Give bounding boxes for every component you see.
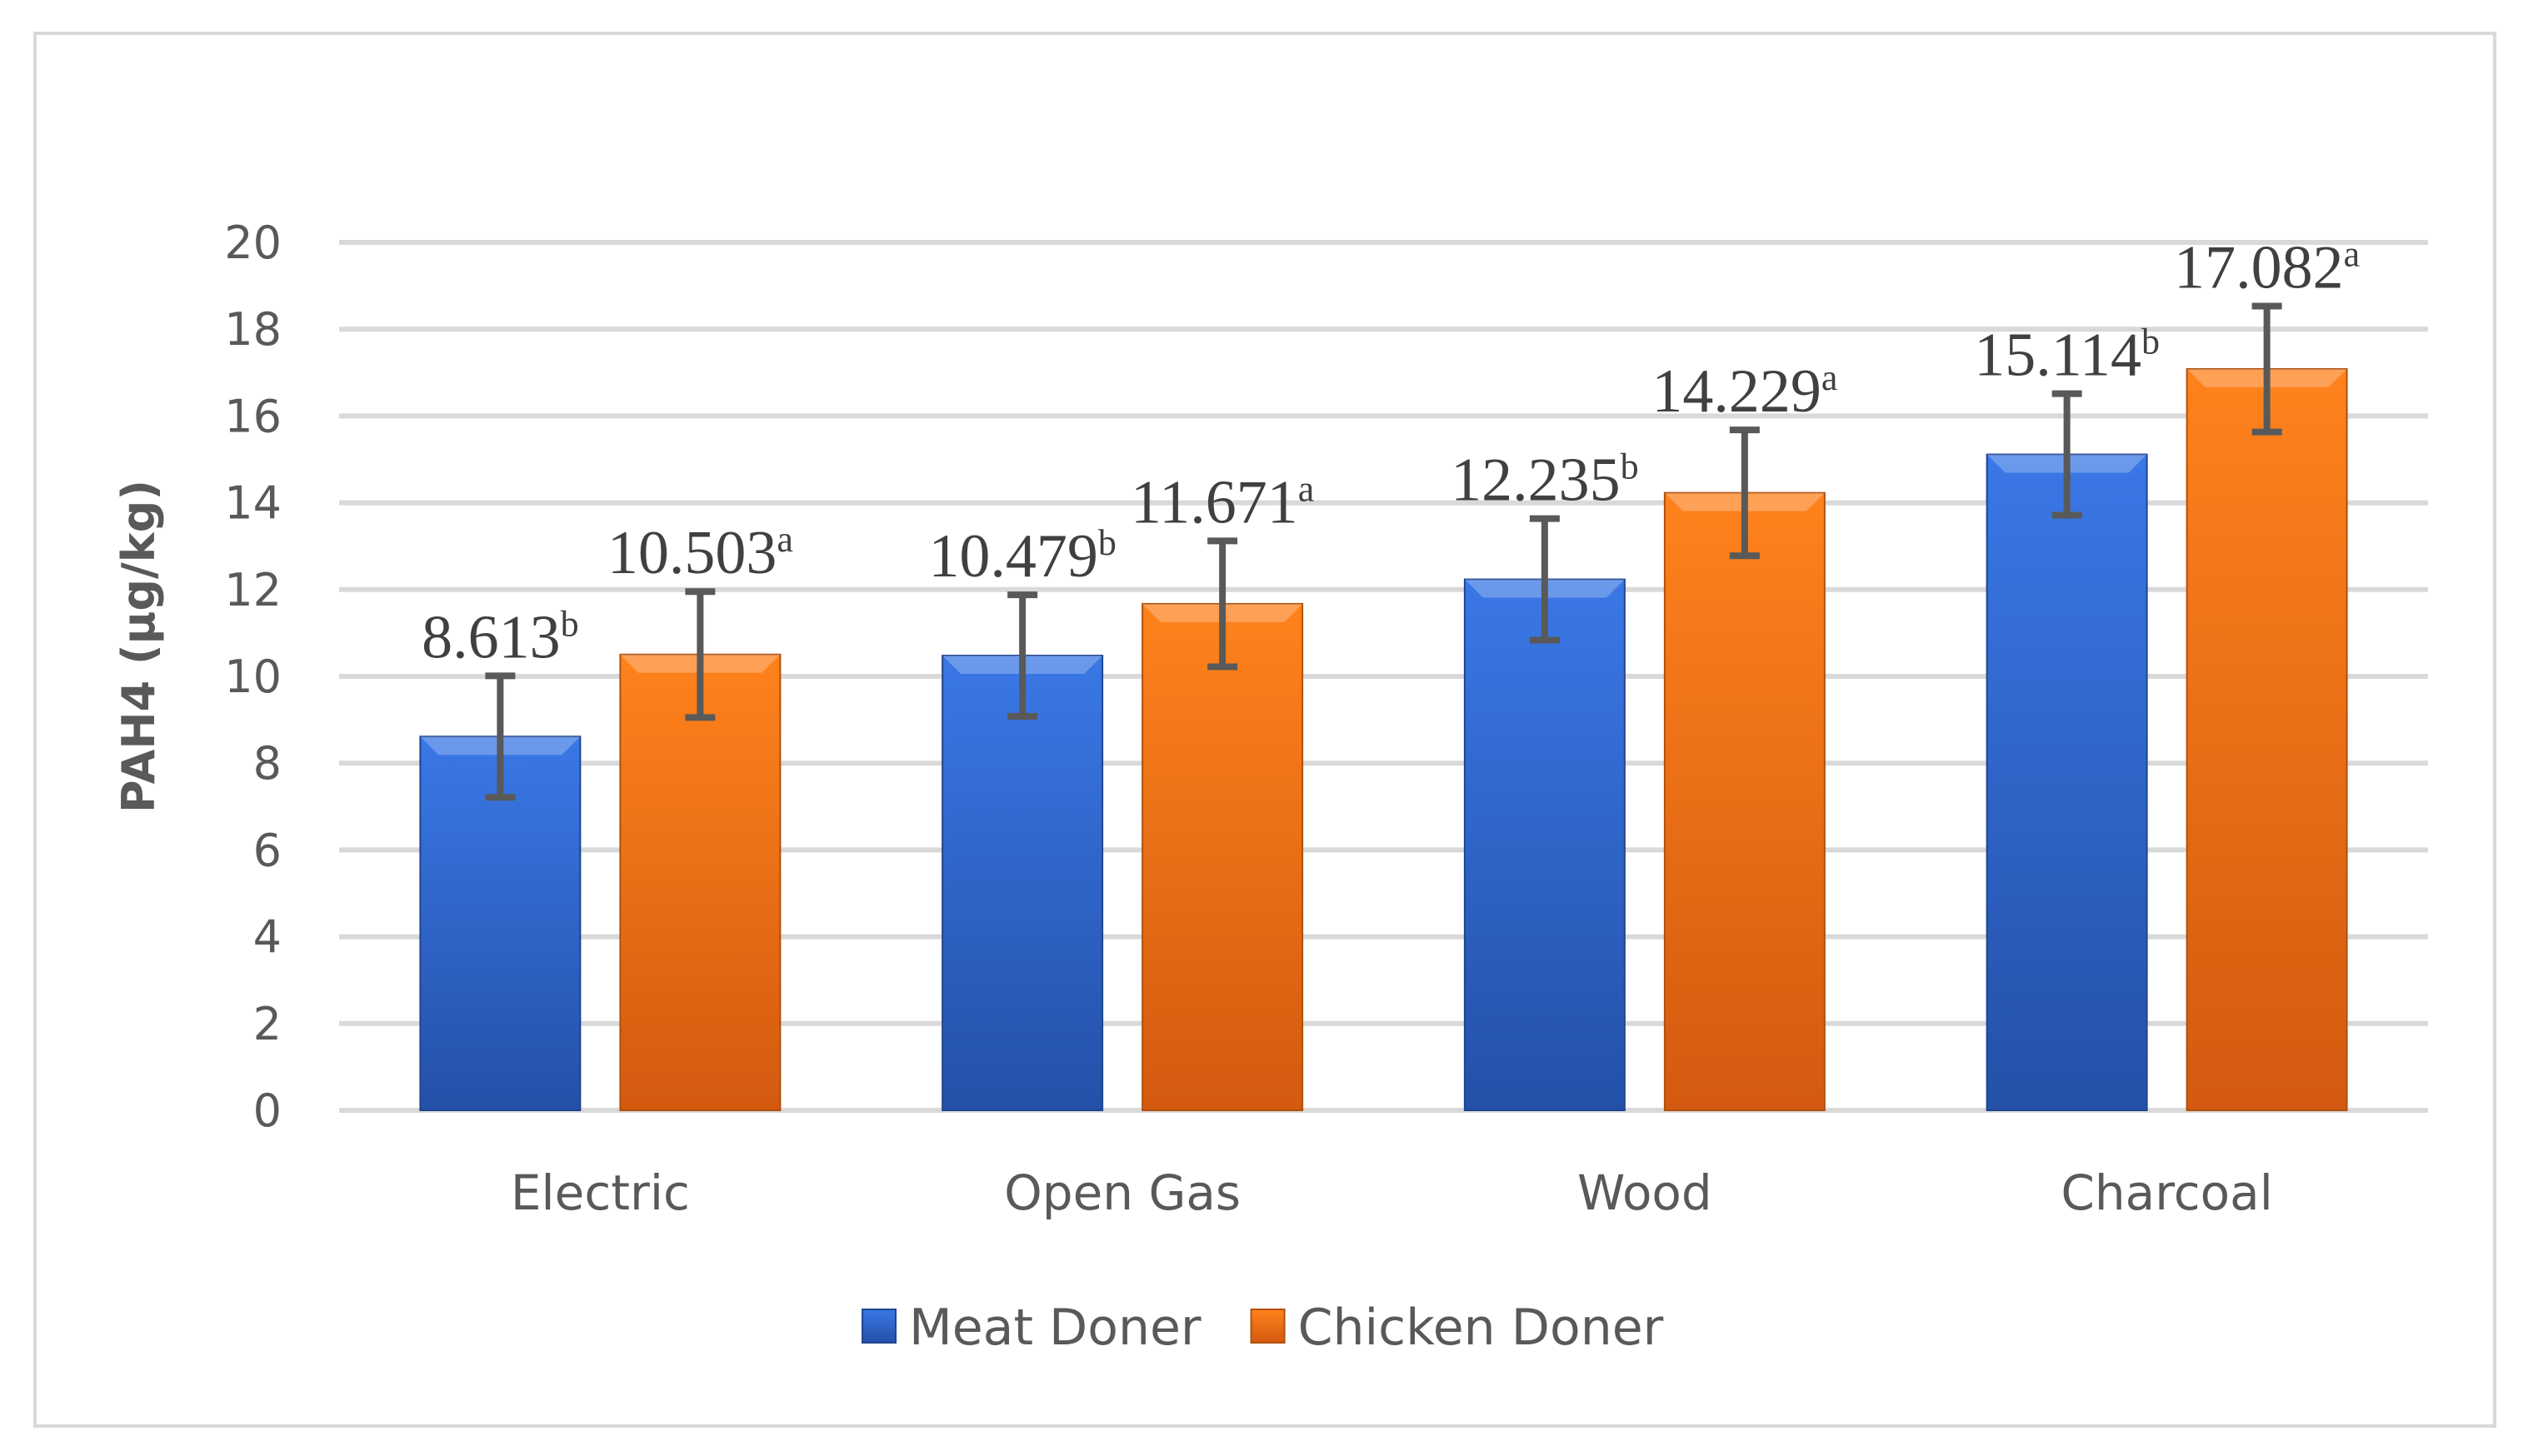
- y-tick-label: 18: [224, 303, 282, 356]
- bar-chicken-doner: [619, 653, 782, 1111]
- y-tick-label: 4: [253, 911, 282, 964]
- data-label: 17.082a: [2174, 233, 2360, 302]
- bar-chicken-doner: [2186, 368, 2348, 1112]
- y-tick-label: 8: [253, 737, 282, 790]
- y-tick-label: 14: [224, 477, 282, 530]
- data-label: 12.235b: [1451, 446, 1639, 515]
- y-tick-label: 12: [224, 564, 282, 616]
- data-label: 10.479b: [928, 522, 1117, 591]
- x-tick-label: Charcoal: [2061, 1164, 2272, 1221]
- bar-meat-doner: [1463, 578, 1626, 1111]
- x-tick-label: Wood: [1577, 1164, 1712, 1221]
- data-label: 15.114b: [1974, 322, 2160, 390]
- y-tick-label: 10: [224, 651, 282, 703]
- chart-frame: [33, 32, 2496, 1428]
- bar-chicken-doner: [1663, 491, 1826, 1111]
- legend-label: Chicken Doner: [1298, 1299, 1664, 1357]
- data-label: 8.613b: [422, 603, 579, 671]
- legend-swatch-chicken-doner: [1250, 1309, 1286, 1344]
- bar-meat-doner: [1986, 453, 2148, 1111]
- x-tick-label: Electric: [511, 1164, 690, 1221]
- data-label: 14.229a: [1651, 357, 1837, 426]
- bar-meat-doner: [942, 655, 1104, 1111]
- y-axis-label: PAH4 (µg/kg): [112, 480, 165, 813]
- legend-label: Meat Doner: [909, 1299, 1202, 1357]
- data-label: 10.503a: [607, 519, 793, 587]
- bar-chicken-doner: [1142, 602, 1304, 1111]
- y-tick-label: 2: [253, 998, 282, 1050]
- data-label: 11.671a: [1131, 468, 1314, 536]
- y-tick-label: 6: [253, 824, 282, 876]
- y-tick-label: 16: [224, 390, 282, 442]
- legend-swatch-meat-doner: [862, 1309, 897, 1344]
- y-tick-label: 20: [224, 217, 282, 269]
- x-tick-label: Open Gas: [1004, 1164, 1241, 1221]
- y-tick-label: 0: [253, 1085, 282, 1137]
